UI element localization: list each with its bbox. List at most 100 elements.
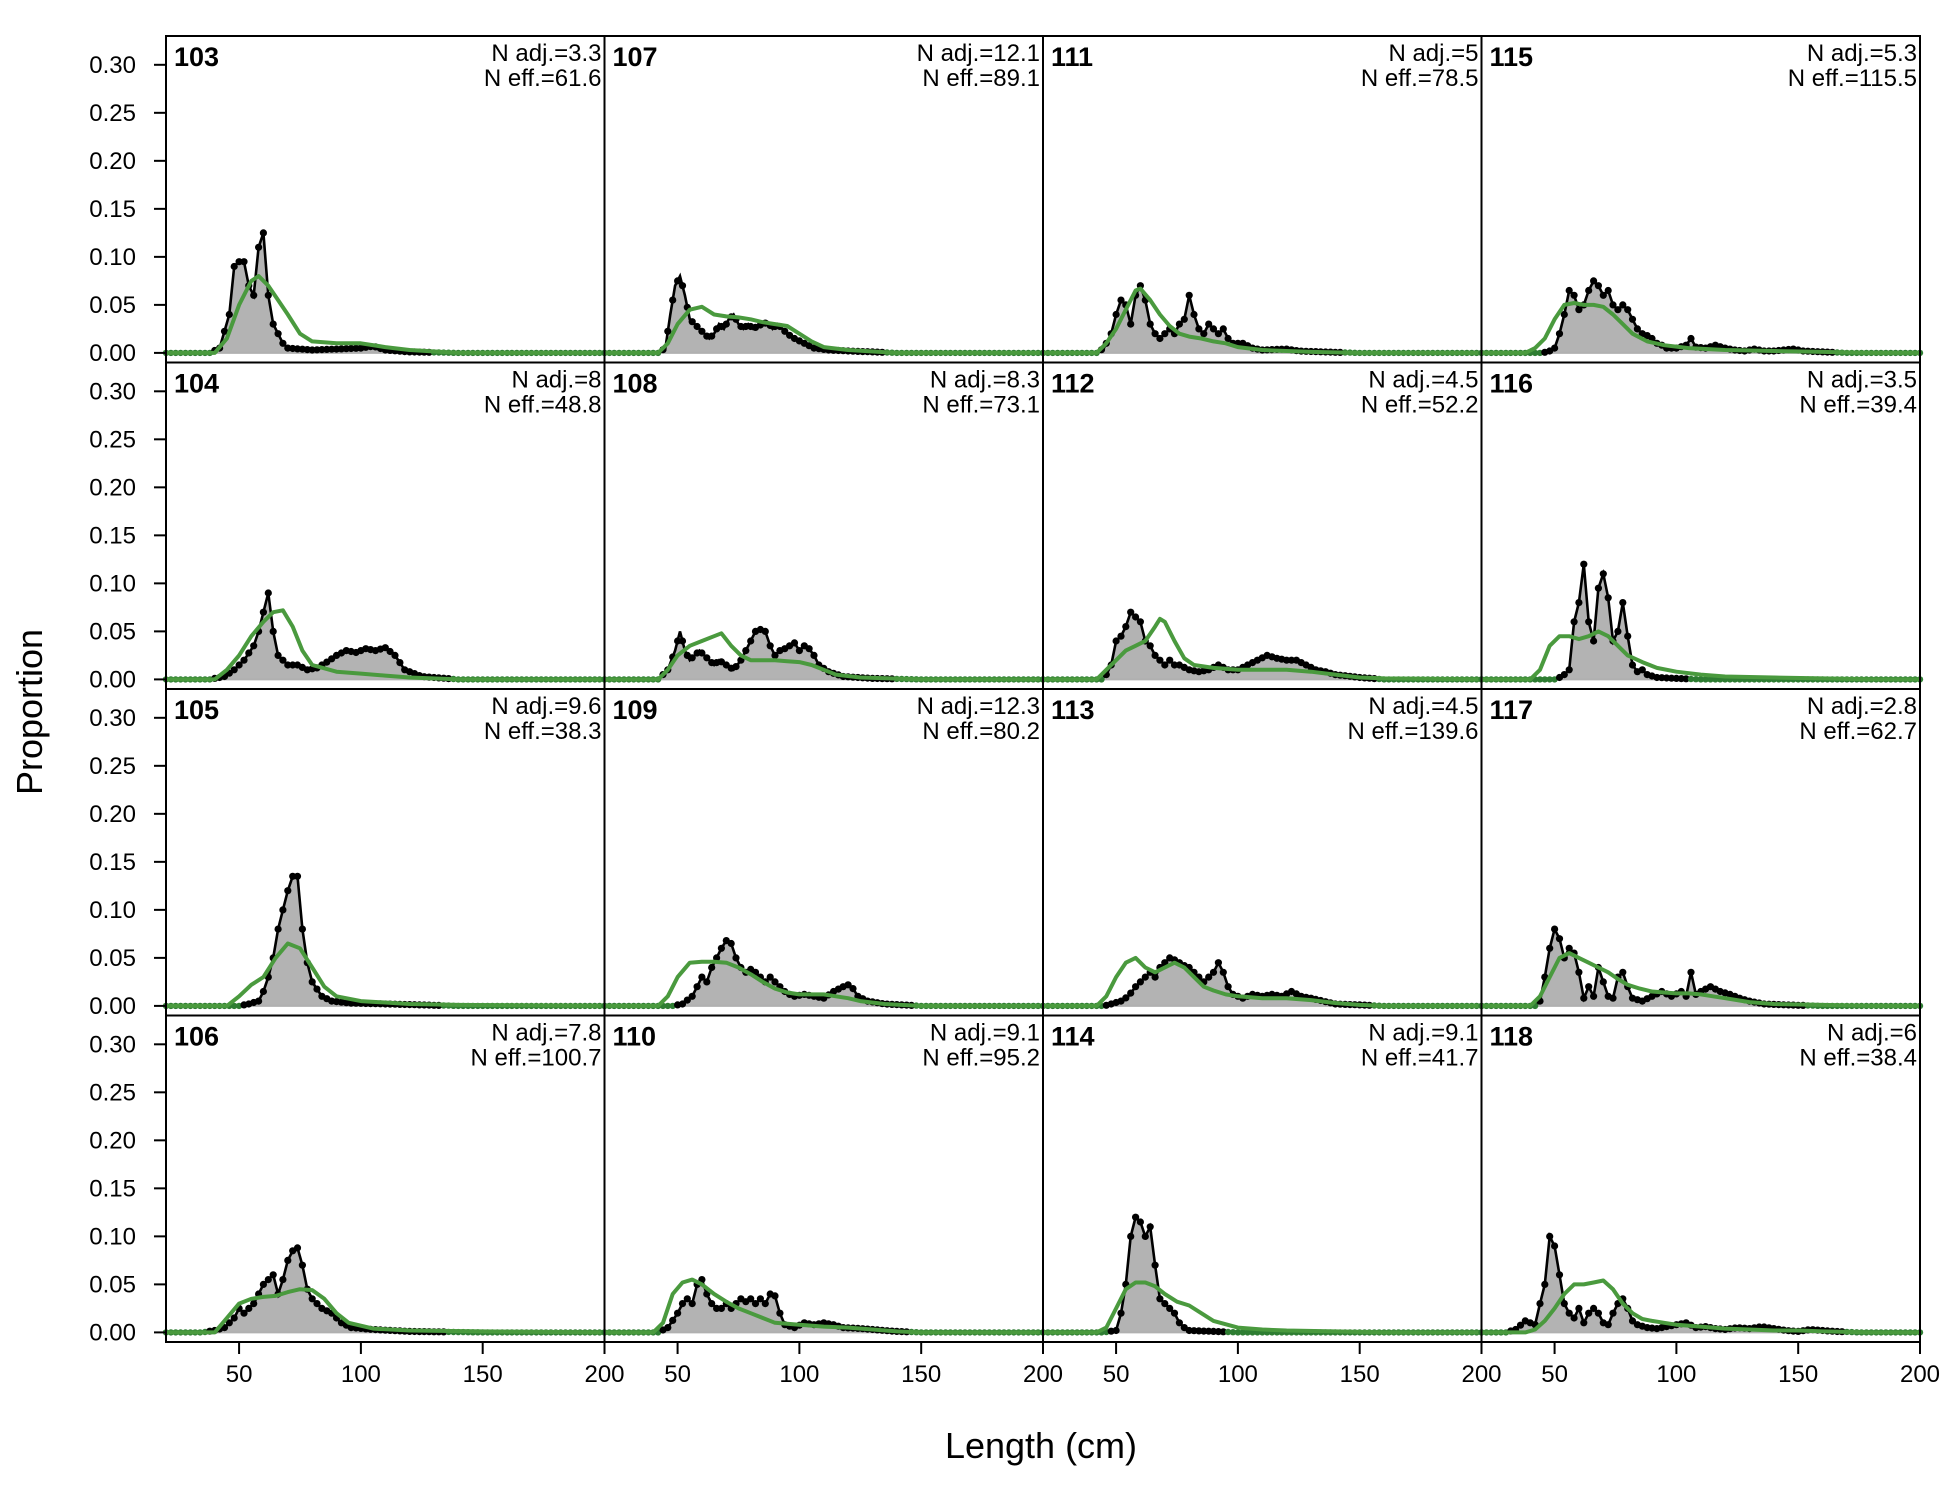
- observed-area-115: [1481, 280, 1920, 353]
- expected-line-103: [166, 274, 605, 355]
- observed-point: [1209, 325, 1218, 333]
- x-tick-label: 50: [1541, 1361, 1568, 1388]
- observed-point: [1555, 330, 1564, 338]
- y-tick-label: 0.00: [89, 666, 136, 693]
- observed-point: [771, 1292, 779, 1300]
- panel-105: 105 N adj.=9.6N eff.=38.3: [162, 688, 608, 1017]
- observed-point: [708, 1300, 716, 1308]
- observed-point: [1136, 978, 1144, 986]
- observed-point: [849, 985, 857, 993]
- observed-point: [279, 656, 287, 664]
- observed-point: [1122, 994, 1130, 1002]
- observed-point: [1624, 632, 1632, 640]
- observed-point: [1151, 651, 1159, 660]
- observed-point: [255, 243, 263, 251]
- observed-point: [1628, 1317, 1637, 1325]
- x-tick-label: 150: [901, 1361, 941, 1388]
- observed-line-105: [166, 875, 605, 1008]
- n-eff-114: N eff.=41.7: [1361, 1045, 1479, 1072]
- y-tick-label: 0.05: [89, 945, 136, 972]
- observed-point: [698, 327, 706, 335]
- n-eff-103: N eff.=61.6: [484, 65, 602, 92]
- x-tick-label: 100: [1656, 1361, 1696, 1388]
- panel-label-114: 114: [1051, 1022, 1095, 1052]
- panel-106: 106 N adj.=7.8N eff.=100.7: [162, 1014, 608, 1343]
- observed-point: [1546, 676, 1553, 683]
- x-tick-label: 100: [779, 1361, 819, 1388]
- y-tick-label: 0.10: [89, 1223, 136, 1250]
- n-adj-110: N adj.=9.1: [930, 1020, 1040, 1047]
- observed-point: [693, 322, 701, 331]
- y-tick-label: 0.25: [89, 1079, 136, 1106]
- observed-point: [1219, 325, 1227, 333]
- observed-point: [1570, 618, 1578, 626]
- expected-line-109: [604, 959, 1043, 1008]
- observed-point: [844, 981, 852, 989]
- observed-point: [391, 651, 399, 660]
- expected-line-113: [1043, 955, 1482, 1008]
- observed-point: [1161, 661, 1169, 669]
- observed-point: [1175, 1319, 1183, 1327]
- observed-point: [717, 1304, 726, 1312]
- observed-point: [264, 1276, 272, 1284]
- panel-label-117: 117: [1490, 695, 1534, 725]
- observed-point: [1166, 656, 1174, 664]
- observed-points-116: [1478, 560, 1924, 683]
- observed-point: [279, 1276, 287, 1284]
- observed-point: [683, 996, 691, 1004]
- y-tick-label: 0.20: [89, 474, 136, 501]
- panel-110: 110 N adj.=9.1N eff.=95.2: [601, 1014, 1047, 1343]
- observed-point: [1151, 330, 1159, 338]
- observed-point: [795, 647, 804, 655]
- observed-point: [240, 656, 248, 664]
- observed-point: [776, 1309, 784, 1317]
- observed-point: [231, 1002, 238, 1010]
- n-eff-115: N eff.=115.5: [1788, 65, 1917, 92]
- observed-point: [693, 983, 701, 991]
- observed-points-115: [1478, 277, 1924, 357]
- observed-point: [1127, 608, 1135, 616]
- y-tick-label: 0.05: [89, 618, 136, 645]
- y-tick-label: 0.15: [89, 849, 136, 876]
- observed-area-116: [1481, 564, 1920, 680]
- observed-point: [781, 327, 789, 335]
- observed-point: [1541, 1280, 1549, 1288]
- y-tick-label: 0.20: [89, 801, 136, 828]
- observed-point: [1127, 989, 1135, 997]
- n-eff-105: N eff.=38.3: [484, 718, 602, 745]
- observed-point: [274, 925, 282, 933]
- observed-point: [1590, 277, 1598, 285]
- panel-label-109: 109: [613, 695, 658, 725]
- observed-point: [1565, 1309, 1573, 1317]
- observed-point: [761, 627, 769, 636]
- n-adj-108: N adj.=8.3: [930, 367, 1040, 394]
- panel-118: 118 N adj.=6N eff.=38.4: [1478, 1014, 1924, 1343]
- observed-point: [1570, 1314, 1578, 1322]
- observed-point: [703, 654, 711, 662]
- observed-point: [1175, 320, 1183, 328]
- observed-point: [274, 651, 282, 660]
- n-adj-114: N adj.=9.1: [1368, 1020, 1478, 1047]
- observed-point: [245, 1304, 253, 1312]
- observed-point: [293, 1244, 302, 1252]
- observed-point: [1575, 1304, 1583, 1312]
- expected-line-118: [1481, 1278, 1920, 1335]
- observed-point: [1609, 301, 1617, 309]
- observed-point: [1580, 994, 1588, 1002]
- observed-point: [1219, 968, 1227, 976]
- observed-point: [1619, 301, 1627, 309]
- observed-point: [766, 642, 774, 650]
- observed-point: [1619, 599, 1627, 607]
- observed-point: [1565, 944, 1573, 952]
- observed-point: [698, 973, 706, 981]
- panel-112: 112 N adj.=4.5N eff.=52.2: [1039, 361, 1485, 690]
- observed-point: [1687, 334, 1695, 343]
- observed-point: [664, 327, 672, 335]
- observed-point: [1151, 1261, 1159, 1269]
- x-tick-label: 200: [1023, 1361, 1063, 1388]
- observed-point: [230, 1314, 238, 1322]
- observed-point: [1575, 306, 1583, 314]
- observed-point: [1136, 618, 1144, 626]
